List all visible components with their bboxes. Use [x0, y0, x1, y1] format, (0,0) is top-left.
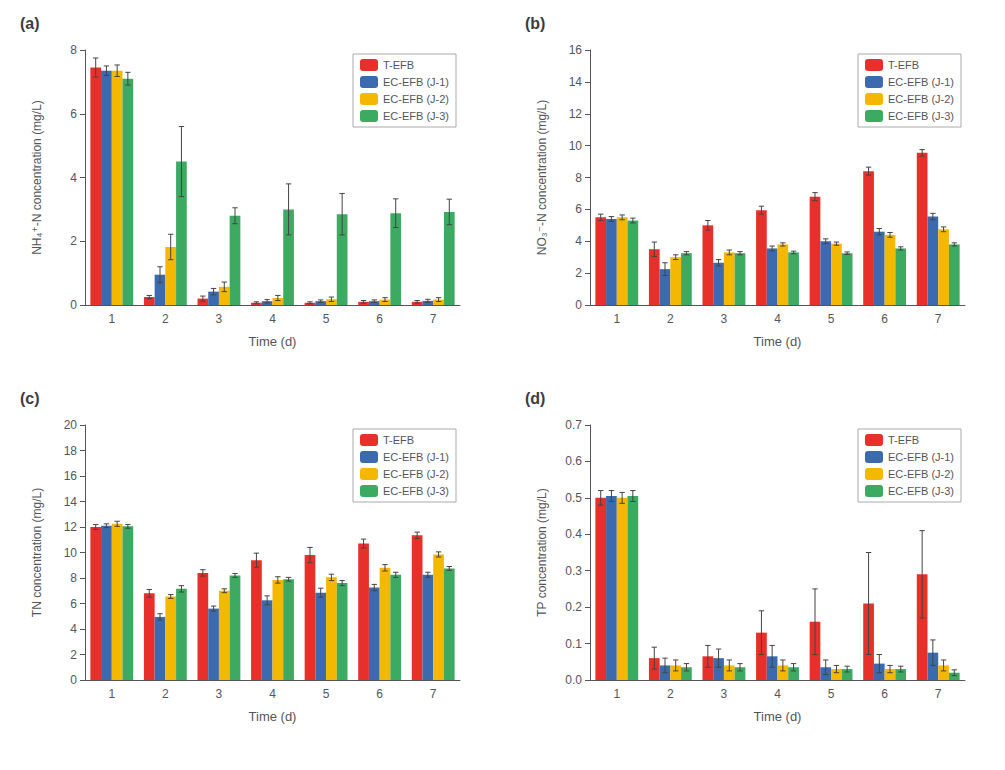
- svg-text:4: 4: [269, 312, 276, 326]
- svg-text:TP concentration (mg/L): TP concentration (mg/L): [535, 488, 549, 617]
- svg-text:1: 1: [613, 312, 620, 326]
- svg-text:0.7: 0.7: [565, 418, 582, 432]
- svg-text:EC-EFB (J-1): EC-EFB (J-1): [383, 451, 449, 463]
- svg-text:1: 1: [613, 687, 620, 701]
- svg-text:0.3: 0.3: [565, 564, 582, 578]
- svg-text:8: 8: [575, 171, 582, 185]
- svg-text:3: 3: [216, 687, 223, 701]
- svg-text:0.2: 0.2: [565, 600, 582, 614]
- svg-text:5: 5: [323, 312, 330, 326]
- svg-text:2: 2: [667, 312, 674, 326]
- svg-text:EC-EFB (J-3): EC-EFB (J-3): [383, 485, 449, 497]
- svg-text:6: 6: [70, 107, 77, 121]
- svg-text:8: 8: [70, 43, 77, 57]
- svg-text:(c): (c): [20, 390, 40, 407]
- svg-text:10: 10: [64, 546, 78, 560]
- svg-text:2: 2: [667, 687, 674, 701]
- svg-text:0.1: 0.1: [565, 637, 582, 651]
- svg-text:8: 8: [70, 571, 77, 585]
- svg-text:T-EFB: T-EFB: [383, 59, 414, 71]
- svg-text:0.5: 0.5: [565, 491, 582, 505]
- svg-text:6: 6: [575, 202, 582, 216]
- svg-text:14: 14: [64, 495, 78, 509]
- svg-text:5: 5: [828, 687, 835, 701]
- svg-text:EC-EFB (J-3): EC-EFB (J-3): [383, 110, 449, 122]
- svg-text:2: 2: [162, 312, 169, 326]
- svg-text:16: 16: [569, 43, 583, 57]
- svg-text:Time (d): Time (d): [249, 334, 297, 349]
- svg-text:EC-EFB (J-3): EC-EFB (J-3): [888, 110, 954, 122]
- svg-text:EC-EFB (J-1): EC-EFB (J-1): [888, 451, 954, 463]
- svg-text:3: 3: [721, 687, 728, 701]
- svg-text:6: 6: [881, 687, 888, 701]
- svg-text:16: 16: [64, 469, 78, 483]
- svg-text:7: 7: [430, 687, 437, 701]
- svg-text:Time (d): Time (d): [754, 709, 802, 724]
- svg-text:6: 6: [881, 312, 888, 326]
- svg-text:4: 4: [70, 171, 77, 185]
- svg-text:T-EFB: T-EFB: [888, 59, 919, 71]
- svg-text:EC-EFB (J-2): EC-EFB (J-2): [383, 468, 449, 480]
- svg-text:EC-EFB (J-2): EC-EFB (J-2): [383, 93, 449, 105]
- svg-text:NH₄⁺-N concentration (mg/L): NH₄⁺-N concentration (mg/L): [30, 100, 44, 255]
- svg-text:4: 4: [575, 234, 582, 248]
- svg-text:4: 4: [70, 622, 77, 636]
- svg-text:7: 7: [935, 687, 942, 701]
- svg-text:(d): (d): [525, 390, 545, 407]
- svg-text:4: 4: [774, 687, 781, 701]
- svg-text:14: 14: [569, 75, 583, 89]
- svg-text:2: 2: [162, 687, 169, 701]
- svg-text:20: 20: [64, 418, 78, 432]
- svg-text:T-EFB: T-EFB: [888, 434, 919, 446]
- svg-text:6: 6: [376, 687, 383, 701]
- svg-text:1: 1: [108, 687, 115, 701]
- svg-text:0.0: 0.0: [565, 673, 582, 687]
- svg-text:NO₃⁻-N concentration (mg/L): NO₃⁻-N concentration (mg/L): [535, 100, 549, 255]
- svg-text:2: 2: [70, 648, 77, 662]
- svg-text:4: 4: [269, 687, 276, 701]
- svg-text:0: 0: [575, 298, 582, 312]
- svg-text:5: 5: [828, 312, 835, 326]
- svg-text:(a): (a): [20, 15, 40, 32]
- svg-text:4: 4: [774, 312, 781, 326]
- svg-text:1: 1: [108, 312, 115, 326]
- svg-text:0.4: 0.4: [565, 527, 582, 541]
- svg-text:TN concentration (mg/L): TN concentration (mg/L): [30, 488, 44, 617]
- svg-text:(b): (b): [525, 15, 545, 32]
- svg-text:EC-EFB (J-2): EC-EFB (J-2): [888, 468, 954, 480]
- svg-text:EC-EFB (J-3): EC-EFB (J-3): [888, 485, 954, 497]
- svg-text:EC-EFB (J-1): EC-EFB (J-1): [383, 76, 449, 88]
- svg-text:0: 0: [70, 298, 77, 312]
- svg-text:3: 3: [721, 312, 728, 326]
- svg-text:7: 7: [430, 312, 437, 326]
- svg-text:EC-EFB (J-2): EC-EFB (J-2): [888, 93, 954, 105]
- svg-text:7: 7: [935, 312, 942, 326]
- svg-text:5: 5: [323, 687, 330, 701]
- svg-text:2: 2: [575, 266, 582, 280]
- svg-text:0: 0: [70, 673, 77, 687]
- svg-text:3: 3: [216, 312, 223, 326]
- svg-text:18: 18: [64, 444, 78, 458]
- svg-text:Time (d): Time (d): [249, 709, 297, 724]
- svg-text:12: 12: [64, 520, 78, 534]
- svg-text:6: 6: [70, 597, 77, 611]
- svg-text:12: 12: [569, 107, 583, 121]
- svg-text:10: 10: [569, 139, 583, 153]
- svg-text:EC-EFB (J-1): EC-EFB (J-1): [888, 76, 954, 88]
- svg-text:6: 6: [376, 312, 383, 326]
- svg-text:T-EFB: T-EFB: [383, 434, 414, 446]
- svg-text:0.6: 0.6: [565, 454, 582, 468]
- svg-text:2: 2: [70, 234, 77, 248]
- svg-text:Time (d): Time (d): [754, 334, 802, 349]
